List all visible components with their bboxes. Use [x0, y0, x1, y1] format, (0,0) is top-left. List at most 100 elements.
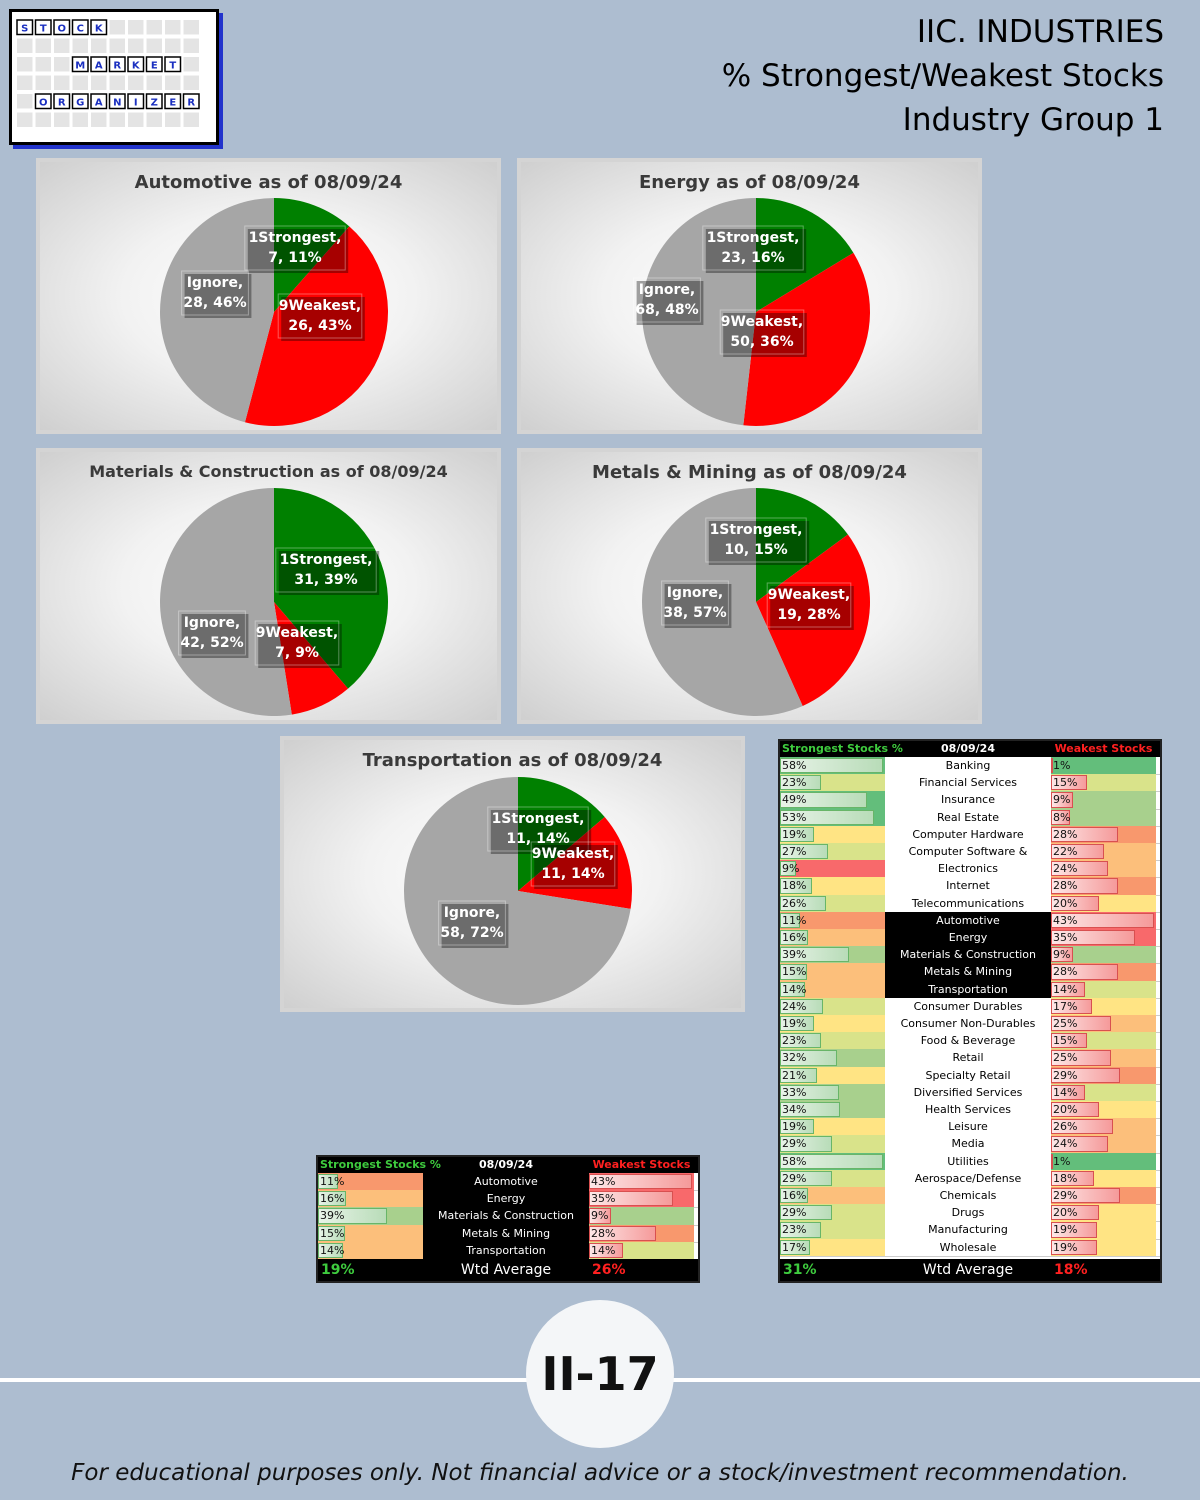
- weakest-bar: [1051, 1188, 1121, 1204]
- col-header-date: 08/09/24: [479, 1158, 533, 1171]
- logo-grid-cell: [17, 38, 33, 53]
- table-row: 27% Computer Software & Services22%: [780, 843, 1160, 875]
- logo-grid-cell: [146, 112, 162, 127]
- logo-letter-box: [108, 56, 126, 73]
- col-header-strongest: Strongest Stocks %: [320, 1158, 441, 1171]
- table-row: 11% Automotive 43%: [780, 911, 1160, 930]
- strongest-cell: 33%: [780, 1083, 885, 1101]
- weakest-cell: 28%: [1051, 877, 1156, 895]
- label-name: Ignore,: [184, 615, 241, 631]
- strongest-bar: [780, 1084, 839, 1100]
- strongest-bar: [780, 1067, 818, 1083]
- logo-letter: N: [113, 97, 121, 108]
- strongest-cell: 16%: [780, 1187, 885, 1205]
- table-row: 26% Telecommunications 20%: [780, 894, 1160, 913]
- strongest-value: 39%: [320, 1209, 345, 1223]
- label-shadow: [490, 810, 592, 854]
- pie-chart: 1Strongest, 23, 16% 9Weakest, 50, 36% Ignore…: [633, 198, 870, 426]
- logo-grid-cell: [146, 38, 162, 53]
- weakest-value: 24%: [1053, 862, 1078, 876]
- weakest-value: 9%: [591, 1209, 609, 1223]
- strongest-value: 23%: [782, 776, 807, 790]
- strongest-value: 49%: [782, 793, 807, 807]
- logo-letter: C: [77, 23, 84, 34]
- weakest-value: 43%: [1053, 913, 1078, 927]
- industry-name: Metals & Mining: [885, 963, 1051, 981]
- weakest-cell: 26%: [1051, 1118, 1156, 1136]
- logo-grid: S T O C KM A R K E TO R G A N I Z E R: [16, 19, 200, 127]
- strongest-cell: 15%: [780, 963, 885, 981]
- pie-slice-weakest: [244, 226, 388, 426]
- logo-letter: O: [39, 97, 48, 108]
- pie-panel-metals: 1Strongest, 10, 15% 9Weakest, 19, 28% Ignore…: [517, 448, 982, 724]
- table-row: 23% Food & Beverage 15%: [780, 1032, 1160, 1051]
- strongest-cell: 9%: [780, 860, 885, 878]
- strongest-value: 11%: [320, 1175, 345, 1188]
- weakest-cell: 9%: [1051, 946, 1156, 964]
- weakest-value: 1%: [1053, 759, 1071, 772]
- logo-grid-cell: [146, 75, 162, 90]
- page-title: % Strongest/Weakest Stocks: [721, 58, 1164, 94]
- strongest-bar: [780, 826, 814, 842]
- label-ignore: Ignore, 28, 46%: [181, 270, 252, 318]
- weakest-bar: [1051, 912, 1154, 928]
- label-ignore: Ignore, 58, 72%: [438, 900, 509, 948]
- strongest-cell: 15%: [318, 1224, 423, 1242]
- strongest-cell: 29%: [780, 1169, 885, 1187]
- weakest-cell: 20%: [1051, 894, 1156, 912]
- strongest-bar: [780, 964, 807, 980]
- weakest-bar: [1051, 1084, 1085, 1100]
- weakest-cell: 19%: [1051, 1238, 1156, 1256]
- strongest-value: 16%: [782, 1189, 807, 1202]
- label-value: 11, 14%: [541, 866, 604, 882]
- label-box: [633, 277, 701, 323]
- logo-letter-box: [145, 56, 163, 73]
- strongest-cell: 27%: [780, 843, 885, 861]
- logo-letter: R: [58, 97, 66, 108]
- strongest-cell: 19%: [780, 1015, 885, 1033]
- label-box: [705, 517, 807, 563]
- industry-name: Metals & Mining: [423, 1224, 589, 1242]
- strongest-cell: 16%: [780, 929, 885, 947]
- weakest-cell: 35%: [589, 1190, 694, 1208]
- logo-letter-box: [182, 93, 200, 110]
- weakest-value: 29%: [1053, 1068, 1078, 1082]
- weakest-bar: [1051, 930, 1135, 946]
- avg-weakest: 18%: [1054, 1262, 1088, 1278]
- weakest-value: 26%: [1053, 1120, 1078, 1134]
- table-row: 16% Chemicals 29%: [780, 1187, 1160, 1206]
- logo-grid-cell: [17, 75, 33, 90]
- industry-name: Real Estate: [885, 808, 1051, 826]
- pie-slice-strongest: [756, 488, 848, 602]
- logo-grid-cell: [183, 38, 199, 53]
- table-row: 32% Retail 25%: [780, 1049, 1160, 1068]
- weakest-cell: 28%: [589, 1224, 694, 1242]
- pie-slice-strongest: [756, 198, 854, 312]
- page-number: II-17: [526, 1300, 674, 1448]
- pie-slice-ignore: [160, 198, 274, 423]
- weakest-value: 9%: [1053, 793, 1071, 807]
- strongest-cell: 32%: [780, 1049, 885, 1067]
- weakest-bar: [1051, 964, 1119, 980]
- pie-slice-strongest: [274, 198, 350, 312]
- weakest-value: 19%: [1053, 1240, 1078, 1254]
- label-value: 23, 16%: [721, 250, 784, 266]
- avg-label: Wtd Average: [460, 1262, 552, 1278]
- strongest-value: 19%: [782, 1017, 807, 1030]
- table-row: 16% Energy 35%: [780, 929, 1160, 948]
- weakest-value: 20%: [1053, 1206, 1078, 1220]
- strongest-bar: [780, 844, 828, 860]
- weakest-bar: [1051, 998, 1092, 1014]
- label-shadow: [705, 229, 807, 273]
- logo-letter-box: [71, 93, 89, 110]
- label-shadow: [258, 624, 342, 668]
- label-value: 68, 48%: [635, 302, 698, 318]
- col-header-date: 08/09/24: [941, 742, 995, 755]
- label-box: [181, 270, 249, 316]
- weakest-value: 35%: [1053, 931, 1078, 944]
- weakest-value: 8%: [1053, 810, 1071, 824]
- table-row: 29% Media 24%: [780, 1135, 1160, 1154]
- logo-grid-cell: [17, 112, 33, 127]
- logo-grid-cell: [183, 20, 199, 35]
- strongest-value: 15%: [782, 965, 807, 979]
